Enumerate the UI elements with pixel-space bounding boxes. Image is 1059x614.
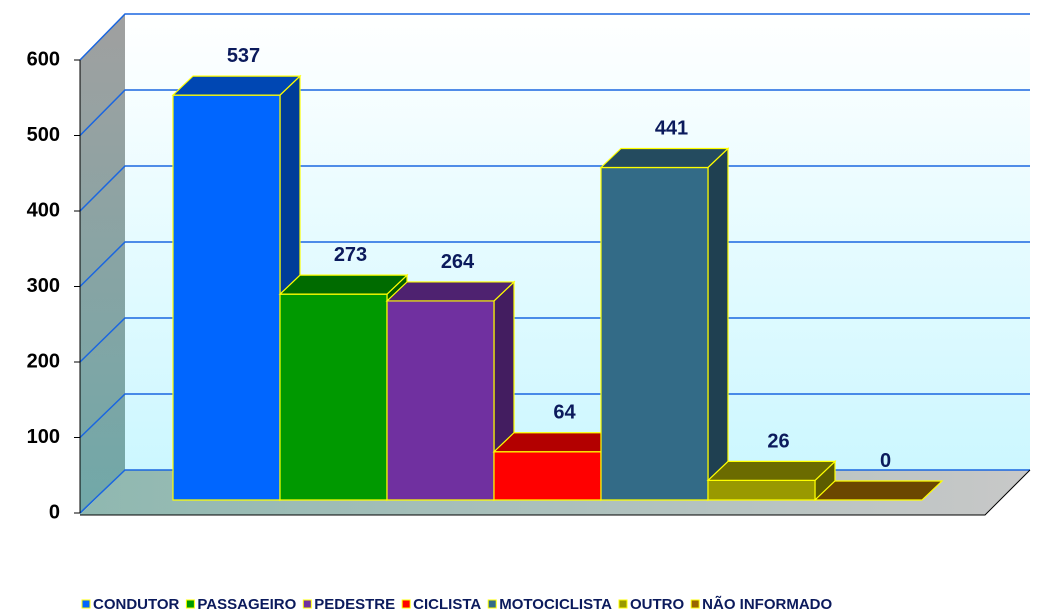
legend-label: CICLISTA xyxy=(413,596,481,613)
bar xyxy=(813,480,944,501)
legend-swatch xyxy=(185,599,195,609)
bar-face xyxy=(599,147,730,169)
bar-face xyxy=(278,274,409,295)
legend-swatch xyxy=(401,599,411,609)
bar-face xyxy=(813,480,944,501)
bar-face xyxy=(493,451,602,501)
legend-label: PASSAGEIRO xyxy=(197,596,296,613)
bar-face xyxy=(172,94,281,501)
y-tick-label: 200 xyxy=(27,350,60,372)
grid-line xyxy=(79,13,1030,61)
legend-swatch xyxy=(487,599,497,609)
data-label: 0 xyxy=(880,450,891,472)
bar xyxy=(706,459,837,502)
bar-face xyxy=(386,300,495,501)
legend-label: CONDUTOR xyxy=(93,596,180,613)
x-axis xyxy=(80,469,1031,516)
y-tick-label: 0 xyxy=(49,501,60,523)
y-tick-label: 300 xyxy=(27,275,60,297)
bar xyxy=(599,147,730,502)
legend-label: OUTRO xyxy=(630,596,684,613)
data-label: 273 xyxy=(334,244,367,266)
bar-face xyxy=(600,166,709,501)
legend-swatch xyxy=(618,599,628,609)
legend-label: PEDESTRE xyxy=(314,596,395,613)
legend-swatch xyxy=(690,599,700,609)
data-label: 264 xyxy=(441,251,475,273)
data-label: 441 xyxy=(655,117,688,139)
y-tick-label: 100 xyxy=(27,426,60,448)
bar-face xyxy=(707,479,816,501)
data-label: 26 xyxy=(767,430,789,452)
data-label: 537 xyxy=(227,45,260,67)
y-tick-label: 400 xyxy=(27,199,60,221)
bar-face xyxy=(279,293,388,501)
legend-label: NÃO INFORMADO xyxy=(702,595,832,613)
y-tick-label: 500 xyxy=(27,124,60,146)
legend-swatch xyxy=(302,599,312,609)
bar-face xyxy=(706,460,837,481)
legend-label: MOTOCICLISTA xyxy=(499,596,612,613)
bar-face xyxy=(171,75,302,96)
bar-face xyxy=(385,281,516,302)
bar-face xyxy=(707,147,729,502)
data-label: 64 xyxy=(553,402,576,424)
y-tick-label: 600 xyxy=(27,48,60,70)
legend-swatch xyxy=(81,599,91,609)
grid-line xyxy=(79,89,1030,137)
